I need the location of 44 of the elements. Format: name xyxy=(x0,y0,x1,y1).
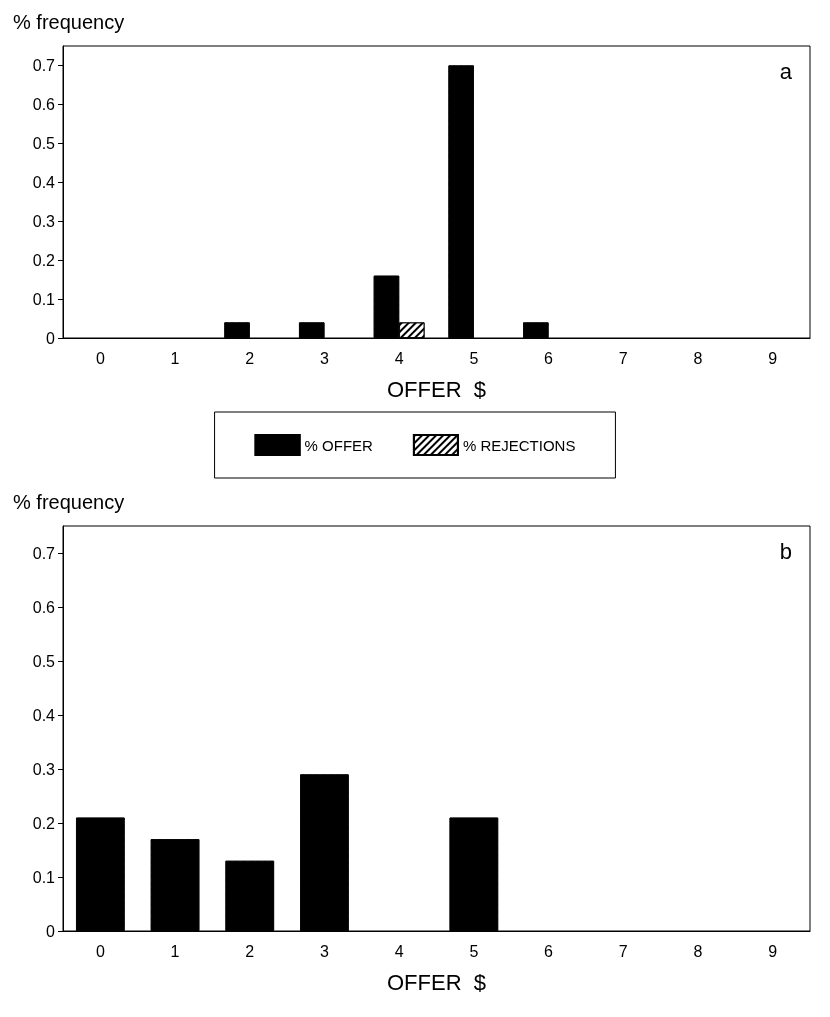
y-tick-label: 0.7 xyxy=(32,56,56,74)
x-tick-label: 2 xyxy=(245,942,255,960)
y-tick-label: 0.7 xyxy=(32,544,56,562)
x-tick-label: 7 xyxy=(618,942,628,960)
x-tick-label: 3 xyxy=(320,942,329,960)
y-tick-label: 0.3 xyxy=(32,212,56,230)
x-tick-label: 9 xyxy=(768,349,778,367)
annotation: b xyxy=(779,538,793,564)
x-tick-label: 3 xyxy=(320,349,329,367)
y-tick-label: 0.4 xyxy=(32,173,56,191)
y-tick-label: 0.4 xyxy=(32,706,56,724)
y-axis-title: % frequency xyxy=(13,11,125,33)
y-axis-title: % frequency xyxy=(13,491,125,513)
legend-label: % OFFER xyxy=(304,436,374,454)
x-tick-label: 5 xyxy=(469,349,479,367)
x-tick-label: 8 xyxy=(693,942,703,960)
y-tick-label: 0.6 xyxy=(32,95,56,113)
x-tick-label: 6 xyxy=(544,349,554,367)
y-tick-label: 0.6 xyxy=(32,598,56,616)
y-tick-label: 0.5 xyxy=(32,134,56,152)
y-tick-label: 0.1 xyxy=(32,290,56,308)
x-tick-label: 4 xyxy=(394,942,404,960)
y-tick-label: 0 xyxy=(46,329,56,347)
x-tick-label: 0 xyxy=(95,942,105,960)
y-tick-label: 0 xyxy=(46,922,56,940)
y-tick-label: 0.2 xyxy=(32,251,56,269)
legend-label: % REJECTIONS xyxy=(462,436,576,454)
x-tick-label: 5 xyxy=(469,942,479,960)
x-tick-label: 7 xyxy=(618,349,628,367)
x-axis-title: OFFER $ xyxy=(386,376,487,402)
y-tick-label: 0.3 xyxy=(32,760,56,778)
annotation: a xyxy=(779,58,793,84)
x-tick-label: 0 xyxy=(95,349,105,367)
y-tick-label: 0.2 xyxy=(32,814,56,832)
y-tick-label: 0.5 xyxy=(32,652,56,670)
x-tick-label: 4 xyxy=(394,349,404,367)
x-tick-label: 8 xyxy=(693,349,703,367)
x-tick-label: 6 xyxy=(544,942,554,960)
x-axis-title: OFFER $ xyxy=(386,969,487,995)
x-tick-label: 9 xyxy=(768,942,778,960)
x-tick-label: 1 xyxy=(170,349,180,367)
x-tick-label: 1 xyxy=(170,942,180,960)
x-tick-label: 2 xyxy=(245,349,255,367)
y-tick-label: 0.1 xyxy=(32,868,56,886)
